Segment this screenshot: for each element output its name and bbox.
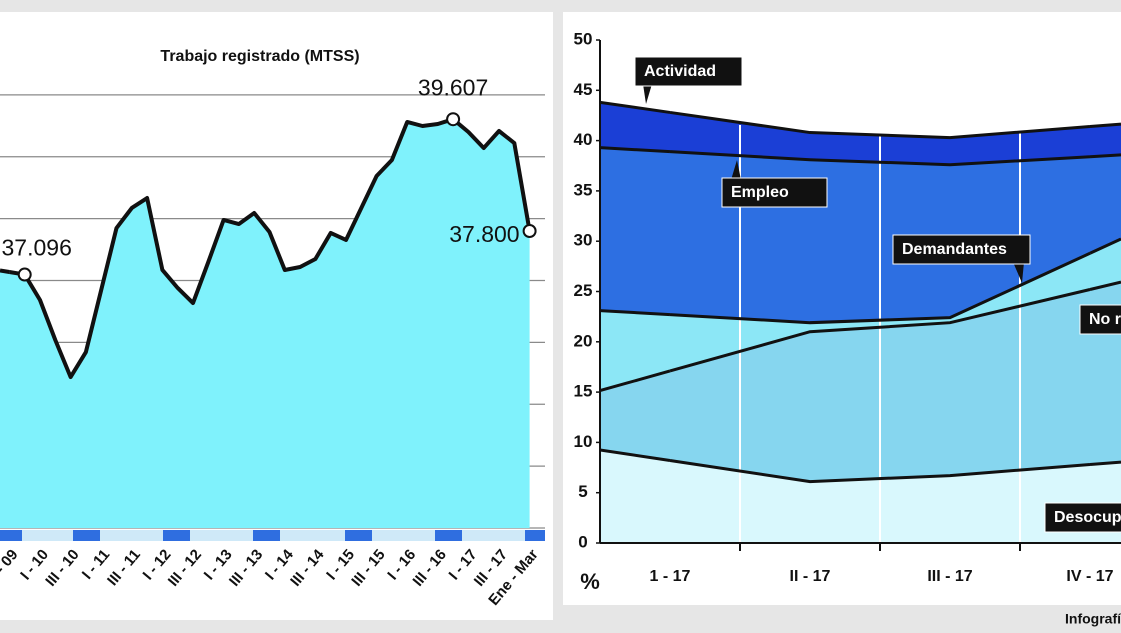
y-tick-label: 35 [574, 180, 593, 199]
label-box [721, 177, 828, 208]
series-line [669, 251, 1091, 325]
line-extension [600, 369, 671, 393]
x-tick-label: III - 17 [927, 568, 972, 585]
value-label: 39.607 [418, 74, 488, 100]
y-tick-label: 50 [574, 29, 593, 48]
strip-block [253, 530, 280, 541]
line-extension [0, 268, 10, 274]
y-tick-label: 40 [574, 130, 593, 149]
y-tick-label: 45 [574, 80, 593, 99]
band-fill [600, 282, 1121, 482]
point-marker [17, 267, 32, 282]
strip-block [345, 530, 372, 541]
legend-label: Desocupados [1054, 509, 1121, 526]
point-marker [446, 112, 461, 127]
data-line [9, 117, 532, 380]
line-extension [1089, 280, 1121, 291]
year-strip [0, 530, 545, 541]
y-tick-label: 15 [574, 382, 593, 401]
strip-block [435, 530, 462, 541]
strip-block [163, 530, 190, 541]
series-line [669, 288, 1091, 373]
series-line [669, 459, 1091, 484]
label-pointer [731, 160, 741, 180]
legend-label: Actividad [644, 63, 716, 80]
chart-title: Trabajo registrado (MTSS) [160, 48, 359, 65]
area-fill [0, 119, 530, 529]
y-tick-label: 0 [578, 532, 587, 551]
y-axis-label: % [580, 569, 600, 594]
series-line [669, 150, 1091, 167]
line-extension [1089, 122, 1121, 129]
line-extension [600, 309, 671, 317]
label-pointer [1013, 262, 1024, 283]
x-tick-label: IV - 17 [1066, 568, 1113, 585]
value-label: 37.800 [449, 221, 519, 247]
legend-label: No registrados [1089, 311, 1121, 328]
label-box [892, 234, 1031, 265]
line-extension [600, 100, 671, 114]
label-box [1044, 502, 1121, 533]
x-tick-label: 1 - 17 [650, 568, 691, 585]
line-extension [600, 146, 671, 154]
line-extension [600, 448, 671, 462]
legend-label: Empleo [731, 184, 789, 201]
strip-block [73, 530, 100, 541]
line-extension [1089, 460, 1121, 467]
y-tick-label: 20 [574, 331, 593, 350]
value-label: 37.096 [2, 235, 72, 261]
y-tick-label: 10 [574, 432, 593, 451]
series-line [669, 110, 1091, 140]
y-tick-label: 5 [578, 482, 587, 501]
x-tick-label: II - 17 [790, 568, 831, 585]
source: Infografía [1065, 611, 1121, 627]
point-marker [522, 224, 537, 238]
line-extension [1089, 153, 1121, 159]
strip-block [525, 530, 545, 541]
strip-block [0, 530, 22, 541]
label-box [1079, 304, 1121, 335]
y-tick-label: 30 [574, 231, 593, 250]
legend-label: Demandantes [902, 241, 1007, 258]
y-tick-label: 25 [574, 281, 593, 300]
right-plot [600, 100, 1121, 543]
line-extension [1089, 237, 1121, 255]
band-fill [600, 102, 1121, 165]
label-pointer [643, 84, 652, 104]
label-box [634, 56, 743, 87]
